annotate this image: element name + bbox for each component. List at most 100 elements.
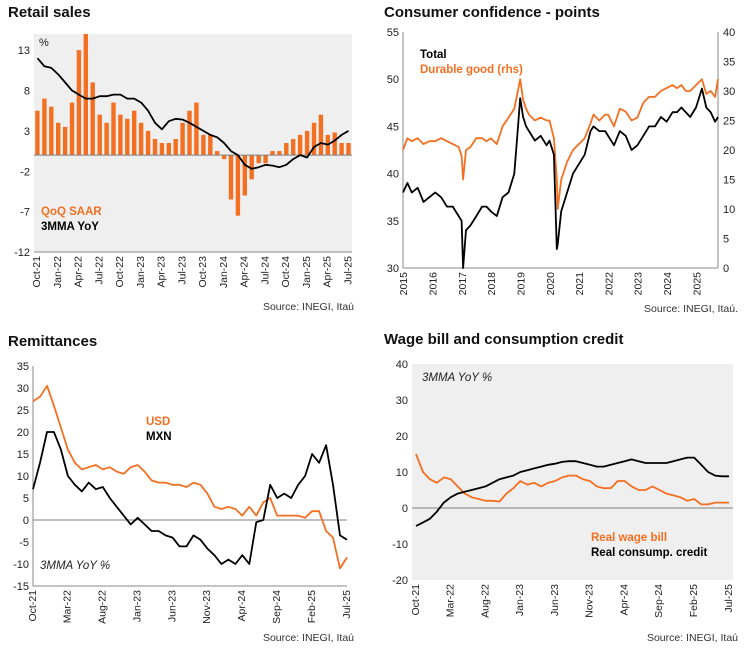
confidence-xtick-label: 2022: [603, 272, 615, 296]
remittances-xtick-label: Jan-23: [131, 590, 143, 622]
wage-xtick-label: Nov-23: [584, 584, 596, 618]
retail-xtick-label: Oct-24: [280, 256, 292, 288]
retail-xtick-label: Jul-23: [176, 256, 188, 285]
remittances-source: Source: INEGI, Itaú: [262, 632, 354, 644]
retail-ytick-label: 3: [24, 126, 30, 138]
wage-ytick-label: 20: [396, 431, 408, 443]
retail-bar: [270, 151, 275, 156]
wage-legend-credit: Real consump. credit: [591, 547, 707, 559]
confidence-xtick-label: 2024: [662, 272, 674, 296]
retail-series-line: [36, 57, 349, 170]
confidence-source: Source: INEGI, Itaú.: [644, 303, 738, 315]
retail-bar: [145, 130, 151, 156]
retail-ytick-label: -2: [20, 166, 30, 178]
retail-bar: [311, 122, 317, 156]
remittances-unit-label: 3MMA YoY %: [40, 560, 110, 572]
wage-ytick-label: -10: [392, 539, 408, 551]
retail-bar: [118, 114, 123, 156]
confidence-xtick-label: 2021: [574, 272, 586, 296]
retail-xtick-label: Apr-23: [156, 256, 168, 288]
remittances-ytick-label: 25: [17, 405, 29, 417]
remittances-xtick-label: Aug-22: [97, 590, 109, 624]
remittances-xtick-label: Mar-22: [62, 590, 74, 623]
retail-xtick-label: Oct-22: [114, 256, 126, 288]
remittances-xtick-label: Jul-25: [341, 590, 353, 619]
wage-xtick-label: Sep-24: [653, 584, 665, 618]
retail-bar: [332, 132, 337, 156]
retail-bar: [166, 143, 171, 156]
remittances-xtick-label: Oct-21: [27, 590, 39, 622]
wage-xtick-label: Oct-21: [410, 584, 422, 616]
confidence-y2tick-label: 25: [723, 116, 735, 128]
retail-bar: [249, 155, 254, 180]
confidence-y2tick-label: 5: [723, 234, 729, 246]
remittances-ytick-label: -10: [13, 559, 29, 571]
remittances-series-line: [32, 384, 348, 570]
retail-bar: [56, 122, 61, 156]
remittances-xtick-label: Jun-23: [166, 590, 178, 622]
retail-bar: [69, 102, 75, 156]
wage-xtick-label: Apr-24: [618, 584, 630, 616]
retail-bar: [235, 155, 241, 216]
remittances-ytick-label: -5: [19, 537, 29, 549]
retail-xtick-label: Jul-25: [342, 256, 354, 285]
remittances-ytick-label: 5: [23, 493, 29, 505]
retail-xtick-label: Jul-24: [259, 256, 271, 285]
retail-bar: [277, 151, 282, 156]
retail-xtick-label: Oct-21: [31, 256, 43, 288]
retail-bar: [339, 143, 344, 156]
remittances-ytick-label: 0: [23, 515, 29, 527]
confidence-legend-durable: Durable good (rhs): [420, 64, 523, 76]
confidence-ytick-label: 40: [387, 169, 399, 181]
confidence-series-line: [402, 78, 719, 210]
retail-bar: [194, 102, 199, 156]
wage-xtick-label: Jan-23: [514, 584, 526, 616]
wage-title: Wage bill and consumption credit: [384, 331, 624, 348]
remittances-ytick-label: -15: [13, 581, 29, 593]
wage-ytick-label: 0: [402, 503, 408, 515]
retail-xtick-label: Jan-25: [301, 256, 313, 288]
wage-series-line: [415, 456, 729, 527]
retail-bar: [76, 50, 82, 156]
wage-ytick-label: 10: [396, 467, 408, 479]
remittances-xtick-label: Sep-24: [271, 590, 283, 624]
wage-xtick-label: Aug-22: [479, 584, 491, 618]
retail-xtick-label: Oct-23: [197, 256, 209, 288]
confidence-xtick-label: 2020: [545, 272, 557, 296]
confidence-legend-total: Total: [420, 49, 447, 61]
wage-xtick-label: Jun-23: [549, 584, 561, 616]
confidence-y2tick-label: 40: [723, 27, 735, 39]
retail-source: Source: INEGI, Itaú: [262, 301, 354, 313]
retail-xtick-label: Jan-22: [52, 256, 64, 288]
retail-unit-label: %: [39, 37, 49, 49]
remittances-ytick-label: 20: [17, 427, 29, 439]
retail-xtick-label: Jan-24: [218, 256, 230, 288]
retail-bar: [201, 134, 206, 156]
remittances-ytick-label: 10: [17, 471, 29, 483]
remittances-xtick-label: Nov-23: [201, 590, 213, 624]
remittances-xtick-label: Feb-25: [306, 590, 318, 623]
retail-bar: [132, 110, 137, 156]
retail-bar: [297, 134, 303, 156]
confidence-y2tick-label: 0: [723, 263, 729, 275]
retail-bar: [208, 134, 213, 156]
retail-bar: [291, 139, 296, 156]
retail-bar: [173, 139, 178, 156]
retail-bar: [180, 122, 185, 156]
wage-ytick-label: -20: [392, 575, 408, 587]
confidence-series-line: [402, 87, 719, 269]
retail-bar: [304, 130, 310, 156]
wage-xtick-label: Jul-25: [723, 584, 735, 613]
retail-xtick-label: Jul-22: [93, 256, 105, 285]
retail-bar: [49, 106, 54, 156]
wage-unit-label: 3MMA YoY %: [422, 372, 492, 384]
retail-ytick-label: 8: [24, 86, 30, 98]
retail-bar: [284, 143, 289, 156]
remittances-legend-mxn: MXN: [146, 431, 172, 443]
retail-bar: [83, 34, 88, 156]
confidence-y2tick-label: 15: [723, 175, 735, 187]
remittances-title: Remittances: [8, 333, 98, 350]
confidence-ytick-label: 45: [387, 121, 399, 133]
